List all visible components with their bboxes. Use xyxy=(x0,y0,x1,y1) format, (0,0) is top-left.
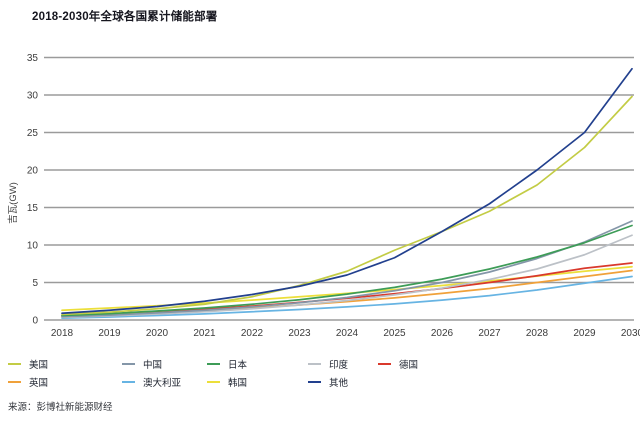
x-tick-2030: 2030 xyxy=(621,328,640,339)
y-tick-35: 35 xyxy=(27,53,39,64)
x-tick-2018: 2018 xyxy=(51,328,74,339)
series-line-india xyxy=(61,234,633,319)
source-note: 来源：彭博社新能源财经 xyxy=(8,402,113,413)
x-tick-2021: 2021 xyxy=(193,328,216,339)
series-line-others xyxy=(61,67,633,315)
series-line-japan xyxy=(61,224,633,317)
x-tick-2029: 2029 xyxy=(573,328,596,339)
x-tick-2026: 2026 xyxy=(431,328,454,339)
y-tick-15: 15 xyxy=(27,203,39,214)
series-line-us xyxy=(61,95,633,316)
x-tick-2025: 2025 xyxy=(383,328,406,339)
series-line-australia xyxy=(61,275,633,319)
y-tick-30: 30 xyxy=(27,91,39,102)
x-tick-2023: 2023 xyxy=(288,328,311,339)
x-tick-2028: 2028 xyxy=(526,328,549,339)
series-line-china xyxy=(61,220,633,318)
x-tick-2022: 2022 xyxy=(241,328,264,339)
x-tick-2020: 2020 xyxy=(146,328,169,339)
y-tick-10: 10 xyxy=(27,241,39,252)
y-tick-5: 5 xyxy=(32,278,38,289)
chart-title: 2018-2030年全球各国累计储能部署 xyxy=(32,11,218,23)
x-tick-2019: 2019 xyxy=(98,328,121,339)
y-tick-25: 25 xyxy=(27,128,39,139)
y-tick-0: 0 xyxy=(32,316,38,327)
x-tick-2024: 2024 xyxy=(336,328,359,339)
y-tick-20: 20 xyxy=(27,166,39,177)
x-tick-2027: 2027 xyxy=(478,328,501,339)
